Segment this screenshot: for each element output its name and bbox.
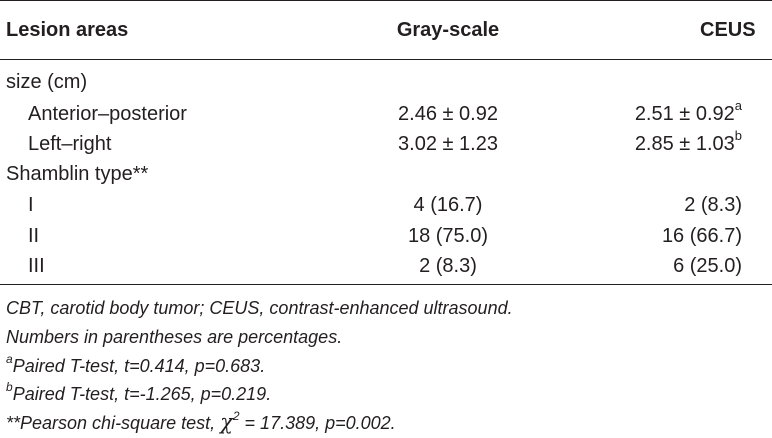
footnote-chi-square: **Pearson chi-square test, χ2 = 17.389, … bbox=[6, 409, 396, 434]
chi-exponent: 2 bbox=[232, 409, 240, 423]
cell-gray-anterior-posterior: 2.46 ± 0.92 bbox=[398, 103, 498, 125]
footnote-chi-suffix: = 17.389, p=0.002. bbox=[239, 413, 396, 433]
row-label-size: size (cm) bbox=[6, 71, 88, 93]
top-rule bbox=[0, 0, 772, 1]
footnote-a-mark: a bbox=[6, 352, 13, 366]
header-rule bbox=[0, 59, 772, 60]
cell-ceus-type-ii: 16 (66.7) bbox=[661, 225, 742, 247]
cell-ceus-type-i: 2 (8.3) bbox=[684, 194, 742, 216]
row-label-left-right: Left–right bbox=[28, 133, 112, 155]
cell-gray-type-iii: 2 (8.3) bbox=[419, 255, 477, 277]
cell-ceus-left-right-value: 2.85 ± 1.03 bbox=[634, 133, 735, 155]
footnote-chi-prefix: **Pearson chi-square test, bbox=[6, 413, 221, 433]
cell-ceus-anterior-posterior: 2.51 ± 0.92a bbox=[634, 99, 742, 126]
cell-ceus-left-right: 2.85 ± 1.03b bbox=[634, 129, 742, 156]
footnote-b-mark: b bbox=[6, 380, 13, 394]
footnote-mark-b: b bbox=[734, 128, 742, 144]
row-label-type-iii: III bbox=[28, 255, 45, 277]
cell-gray-left-right: 3.02 ± 1.23 bbox=[398, 133, 498, 155]
row-label-type-i: I bbox=[28, 194, 34, 216]
cell-ceus-type-iii: 6 (25.0) bbox=[673, 255, 742, 277]
footnote-a-text: Paired T-test, t=0.414, p=0.683. bbox=[12, 356, 266, 376]
footnote-mark-a: a bbox=[734, 98, 742, 114]
footnote-b-text: Paired T-test, t=-1.265, p=0.219. bbox=[12, 384, 272, 404]
footnote-percentages: Numbers in parentheses are percentages. bbox=[6, 327, 343, 347]
row-label-type-ii: II bbox=[28, 225, 40, 247]
row-label-anterior-posterior: Anterior–posterior bbox=[28, 103, 187, 125]
cell-ceus-anterior-posterior-value: 2.51 ± 0.92 bbox=[634, 103, 735, 125]
cell-gray-type-i: 4 (16.7) bbox=[413, 194, 483, 216]
header-lesion-areas: Lesion areas bbox=[6, 19, 129, 41]
row-label-shamblin-type: Shamblin type** bbox=[6, 163, 149, 185]
chi-symbol: χ bbox=[220, 410, 233, 434]
cell-gray-type-ii: 18 (75.0) bbox=[407, 225, 489, 247]
bottom-rule bbox=[0, 284, 772, 285]
footnote-a: aPaired T-test, t=0.414, p=0.683. bbox=[6, 352, 266, 377]
footnote-abbreviations: CBT, carotid body tumor; CEUS, contrast-… bbox=[6, 298, 513, 318]
header-gray-scale: Gray-scale bbox=[396, 19, 500, 41]
footnote-b: bPaired T-test, t=-1.265, p=0.219. bbox=[6, 380, 272, 405]
header-ceus: CEUS bbox=[700, 19, 756, 41]
